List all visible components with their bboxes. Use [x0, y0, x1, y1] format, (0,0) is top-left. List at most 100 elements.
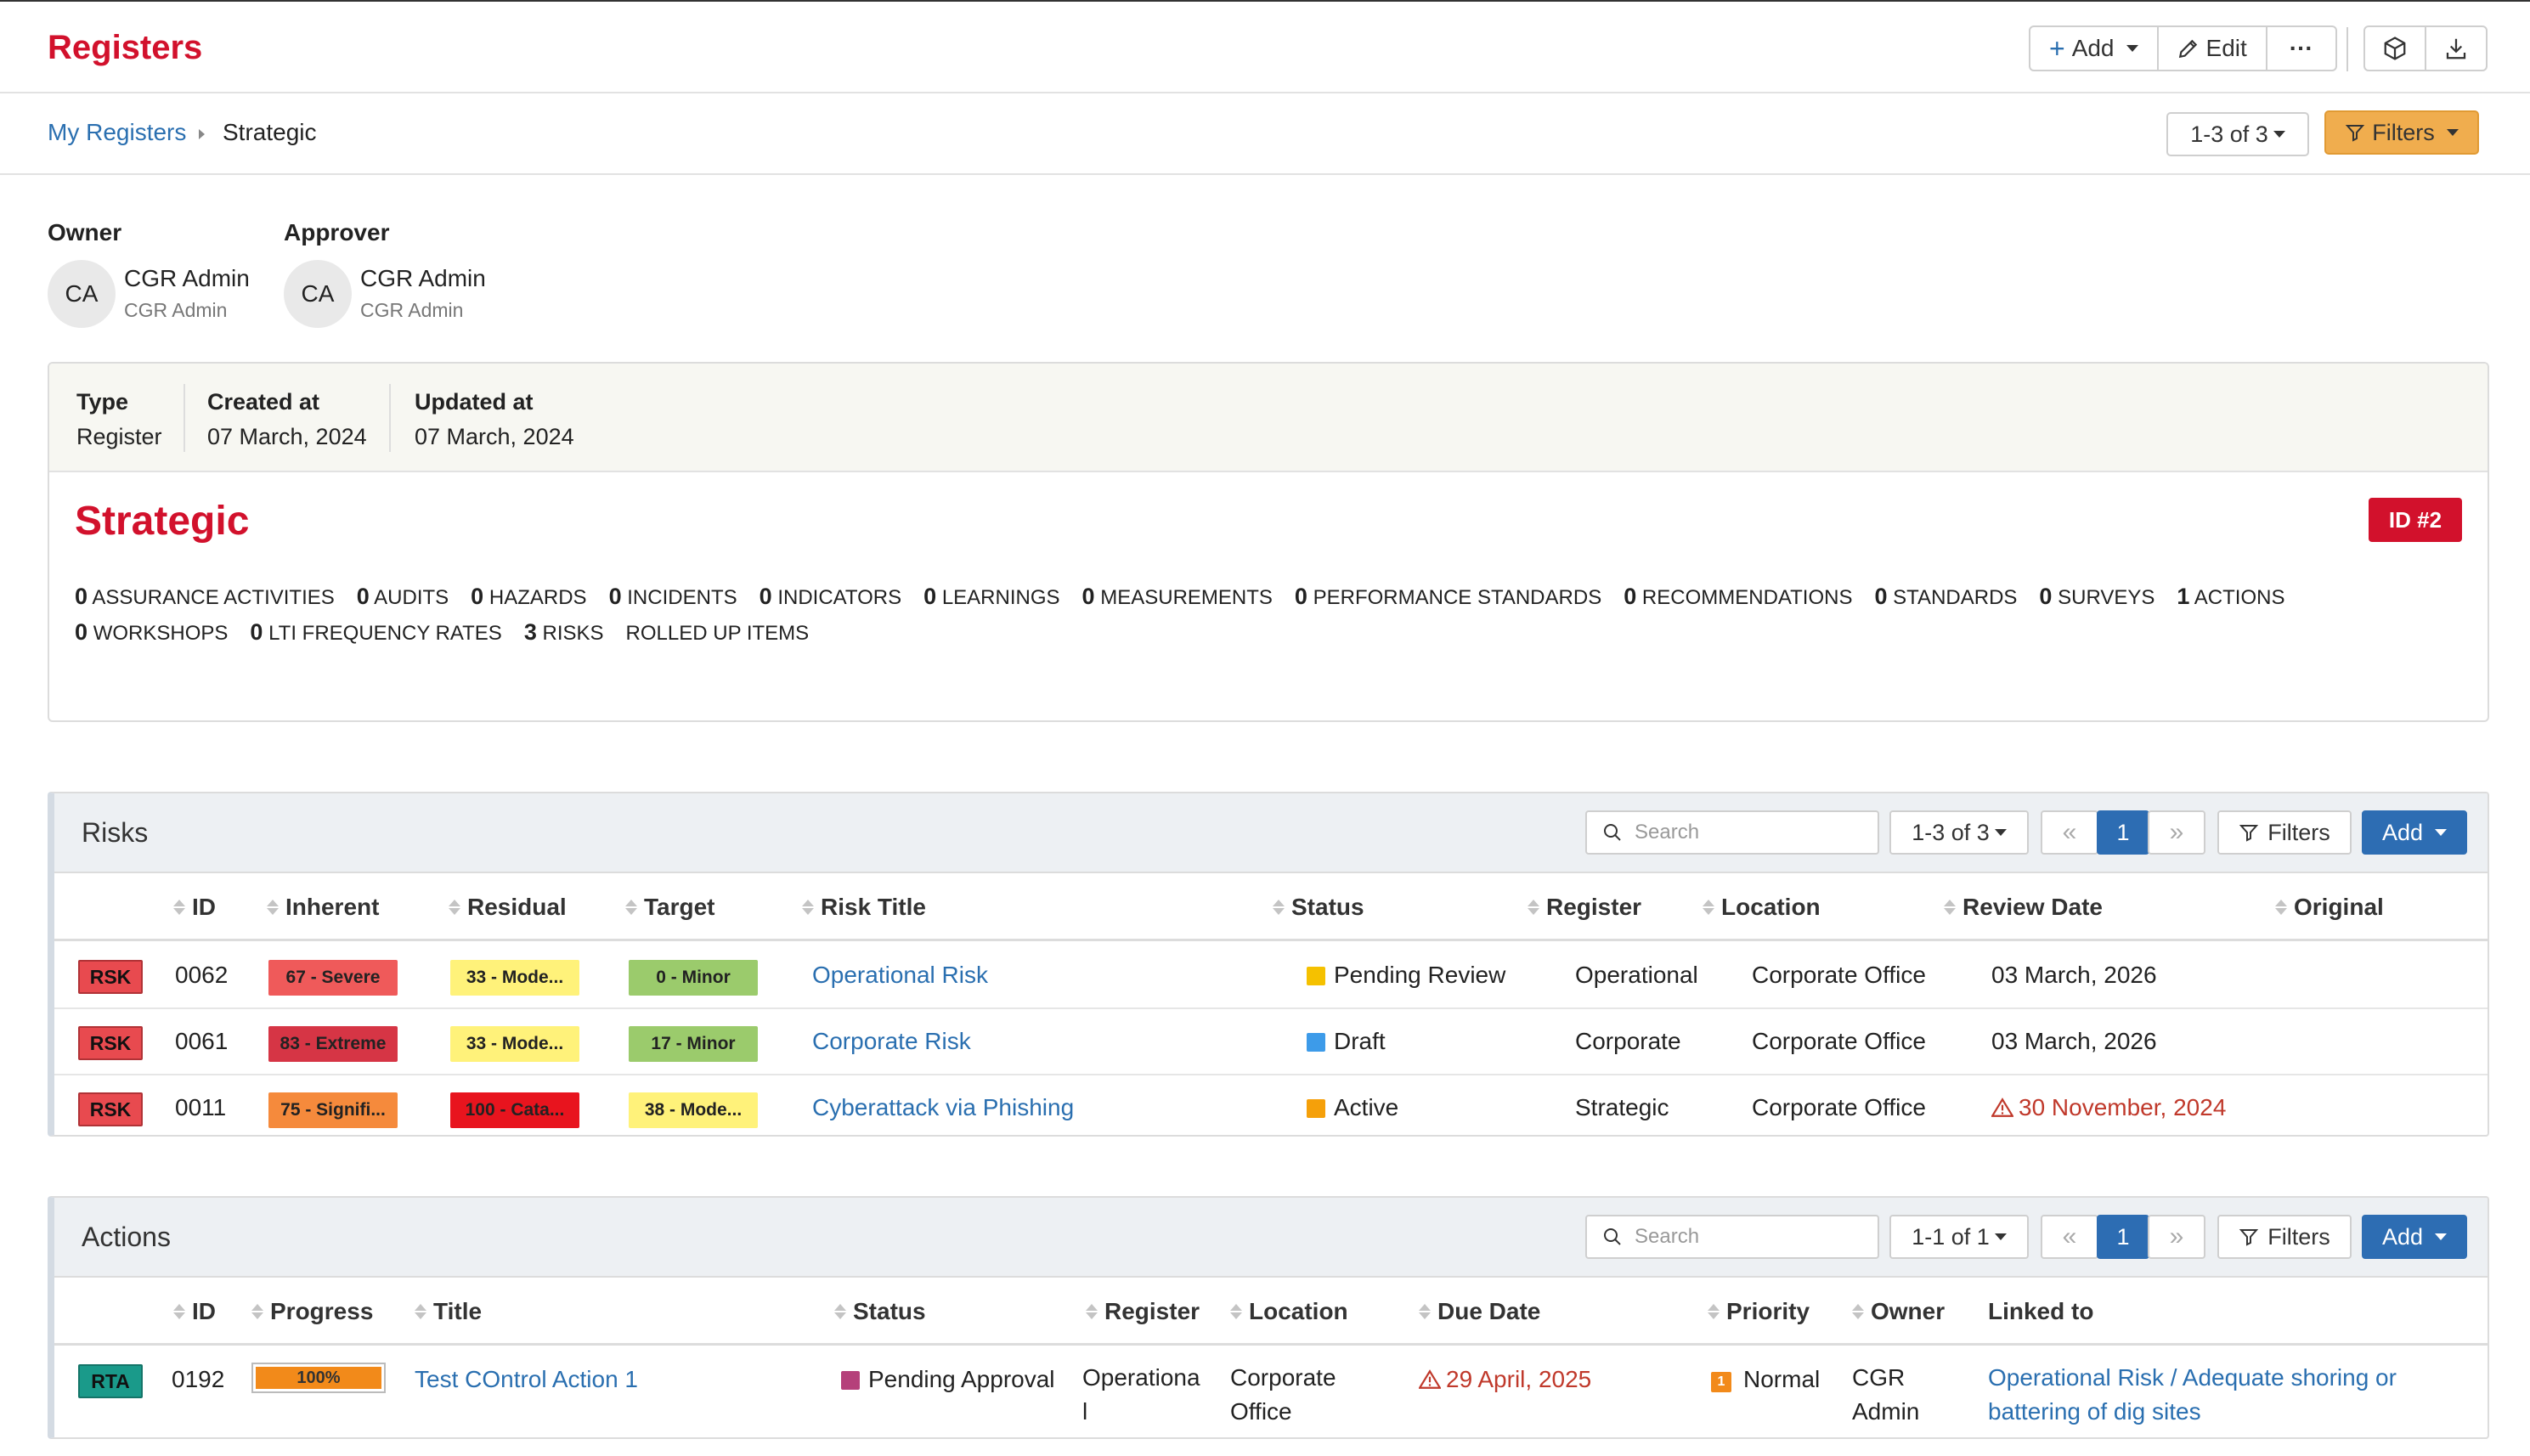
- actions-prev-page-button[interactable]: «: [2041, 1215, 2098, 1259]
- item-count-number: 0: [471, 584, 484, 609]
- column-header-register[interactable]: Register: [1528, 894, 1641, 921]
- approver-avatar: CA: [284, 260, 352, 328]
- sort-up-icon: [1703, 900, 1714, 906]
- column-header-status[interactable]: Status: [1273, 894, 1364, 921]
- approver-subtitle: CGR Admin: [360, 299, 464, 321]
- column-header-id[interactable]: ID: [173, 894, 216, 921]
- risks-prev-page-button[interactable]: «: [2041, 810, 2098, 855]
- item-count-number: 0: [1081, 584, 1095, 609]
- risks-search-input[interactable]: [1635, 821, 1864, 844]
- status-label: Active: [1334, 1094, 1399, 1120]
- register-id-badge: ID #2: [2369, 498, 2462, 542]
- inherent-rating-badge: 67 - Severe: [268, 960, 398, 996]
- table-row[interactable]: RTA 0192 100% Test COntrol Action 1 Pending …: [54, 1347, 2488, 1432]
- risks-next-page-button[interactable]: »: [2148, 810, 2205, 855]
- column-header-location[interactable]: Location: [1230, 1298, 1348, 1325]
- risks-filters-button[interactable]: Filters: [2217, 810, 2352, 855]
- owner-subtitle: CGR Admin: [124, 299, 228, 321]
- actions-page-1-button[interactable]: 1: [2097, 1215, 2149, 1259]
- column-header-label: Location: [1249, 1298, 1348, 1324]
- column-header-linked-to[interactable]: Linked to: [1988, 1298, 2093, 1325]
- actions-next-page-button[interactable]: »: [2148, 1215, 2205, 1259]
- record-pager-dropdown[interactable]: 1-3 of 3: [2166, 112, 2309, 156]
- sort-up-icon: [834, 1304, 846, 1311]
- sort-up-icon: [415, 1304, 426, 1311]
- column-header-priority[interactable]: Priority: [1708, 1298, 1810, 1325]
- risk-title-link[interactable]: Operational Risk: [812, 962, 988, 988]
- progress-fill: 100%: [256, 1367, 381, 1389]
- risks-range-label: 1-3 of 3: [1912, 819, 1990, 845]
- column-header-due-date[interactable]: Due Date: [1419, 1298, 1540, 1325]
- column-header-id[interactable]: ID: [173, 1298, 216, 1325]
- item-count-label: ROLLED UP ITEMS: [625, 622, 810, 645]
- column-header-label: Inherent: [285, 894, 380, 920]
- add-button[interactable]: + Add: [2030, 27, 2159, 70]
- edit-button[interactable]: Edit: [2159, 27, 2267, 70]
- table-row[interactable]: RSK 0061 83 - Extreme 33 - Mode... 17 - Mino…: [54, 1009, 2488, 1075]
- download-button[interactable]: [2426, 27, 2486, 70]
- column-header-target[interactable]: Target: [625, 894, 715, 921]
- item-count: 0 LTI FREQUENCY RATES: [250, 615, 501, 651]
- double-chevron-left-icon: «: [2062, 1222, 2077, 1250]
- action-title-link[interactable]: Test COntrol Action 1: [415, 1366, 639, 1392]
- item-count-number: 0: [75, 619, 88, 645]
- column-header-label: Original: [2294, 894, 2384, 920]
- status-color-swatch: [1307, 967, 1325, 985]
- target-rating-badge: 38 - Mode...: [629, 1092, 758, 1128]
- sort-up-icon: [1086, 1304, 1098, 1311]
- record-pager-label: 1-3 of 3: [2190, 121, 2268, 147]
- risk-title-link[interactable]: Corporate Risk: [812, 1028, 971, 1054]
- risk-title-link[interactable]: Cyberattack via Phishing: [812, 1094, 1075, 1120]
- status-cell: Active: [1307, 1094, 1398, 1121]
- top-filters-button[interactable]: Filters: [2324, 110, 2479, 155]
- linked-to-link[interactable]: Operational Risk / Adequate shoring or b…: [1988, 1364, 2397, 1425]
- item-count-number: 0: [1874, 584, 1888, 609]
- filter-icon: [2346, 125, 2365, 142]
- column-header-status[interactable]: Status: [834, 1298, 926, 1325]
- actions-range-dropdown[interactable]: 1-1 of 1: [1889, 1215, 2029, 1259]
- header-divider: [2346, 27, 2348, 71]
- item-count-number: 0: [923, 584, 937, 609]
- location-cell: Corporate Office: [1752, 1094, 1926, 1120]
- column-header-review-date[interactable]: Review Date: [1944, 894, 2103, 921]
- column-header-location[interactable]: Location: [1703, 894, 1821, 921]
- table-row[interactable]: RSK 0062 67 - Severe 33 - Mode... 0 - Minor O…: [54, 943, 2488, 1009]
- risks-add-button[interactable]: Add: [2362, 810, 2467, 855]
- column-header-title[interactable]: Title: [415, 1298, 482, 1325]
- column-header-owner[interactable]: Owner: [1852, 1298, 1945, 1325]
- actions-add-button[interactable]: Add: [2362, 1215, 2467, 1259]
- risks-table-header: ID Inherent Residual Target Risk Title Status…: [54, 873, 2488, 941]
- risks-filters-label: Filters: [2267, 819, 2330, 845]
- record-id: 0011: [175, 1094, 227, 1120]
- actions-filters-button[interactable]: Filters: [2217, 1215, 2352, 1259]
- sort-arrows-icon: [625, 900, 637, 915]
- column-header-label: Linked to: [1988, 1298, 2094, 1324]
- record-type-tag: RSK: [78, 1026, 143, 1060]
- column-header-label: Register: [1104, 1298, 1200, 1324]
- risks-search-field[interactable]: [1585, 810, 1879, 855]
- column-header-risk-title[interactable]: Risk Title: [802, 894, 926, 921]
- cube-button[interactable]: [2365, 27, 2426, 70]
- due-date-cell: 29 April, 2025: [1419, 1366, 1591, 1393]
- sort-up-icon: [2275, 900, 2287, 906]
- more-button[interactable]: ···: [2267, 27, 2335, 70]
- actions-search-input[interactable]: [1635, 1225, 1864, 1249]
- risks-range-dropdown[interactable]: 1-3 of 3: [1889, 810, 2029, 855]
- record-type-tag: RSK: [78, 960, 143, 994]
- column-header-label: ID: [192, 894, 216, 920]
- breadcrumb-my-registers[interactable]: My Registers: [48, 119, 187, 145]
- column-header-register[interactable]: Register: [1086, 1298, 1200, 1325]
- review-date-label: 03 March, 2026: [1991, 962, 2157, 988]
- chevron-down-icon: [2126, 45, 2138, 52]
- column-header-inherent[interactable]: Inherent: [267, 894, 379, 921]
- item-count-number: 0: [2039, 584, 2053, 609]
- column-header-label: Priority: [1726, 1298, 1810, 1324]
- column-header-residual[interactable]: Residual: [449, 894, 567, 921]
- filter-icon: [2239, 825, 2259, 842]
- actions-search-field[interactable]: [1585, 1215, 1879, 1259]
- risks-page-1-button[interactable]: 1: [2097, 810, 2149, 855]
- column-header-original[interactable]: Original: [2275, 894, 2384, 921]
- sort-up-icon: [802, 900, 814, 906]
- column-header-progress[interactable]: Progress: [251, 1298, 373, 1325]
- table-row[interactable]: RSK 0011 75 - Signifi... 100 - Cata... 38 - …: [54, 1075, 2488, 1135]
